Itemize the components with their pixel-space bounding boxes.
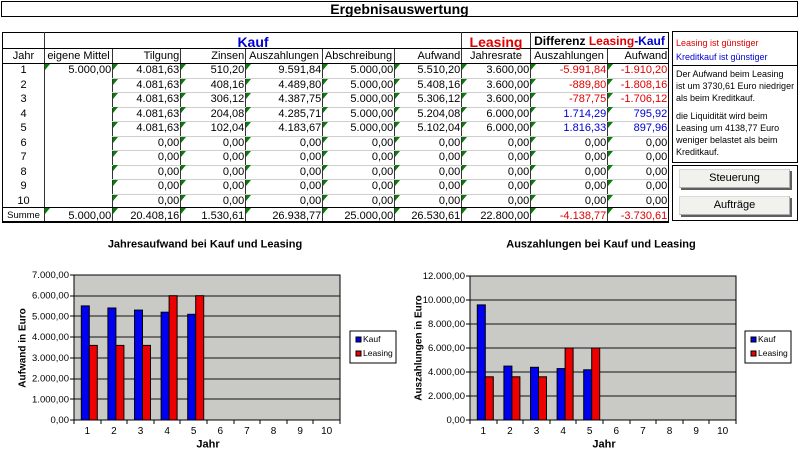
svg-text:9: 9 (693, 426, 699, 437)
svg-text:10: 10 (321, 426, 333, 437)
svg-text:6.000,00: 6.000,00 (32, 291, 69, 302)
svg-text:Jahr: Jahr (196, 439, 220, 451)
svg-text:5.000,00: 5.000,00 (32, 311, 69, 322)
svg-text:3.000,00: 3.000,00 (32, 353, 69, 364)
svg-text:4: 4 (164, 426, 170, 437)
svg-text:Jahresaufwand bei Kauf und Lea: Jahresaufwand bei Kauf und Leasing (108, 239, 302, 251)
svg-text:1.000,00: 1.000,00 (32, 394, 69, 405)
svg-text:7: 7 (244, 426, 250, 437)
svg-text:9: 9 (297, 426, 303, 437)
svg-text:8: 8 (271, 426, 277, 437)
svg-text:0,00: 0,00 (51, 415, 70, 426)
svg-text:Jahr: Jahr (592, 439, 616, 451)
svg-text:Auszahlungen bei Kauf und Leas: Auszahlungen bei Kauf und Leasing (506, 239, 695, 251)
svg-text:2.000,00: 2.000,00 (32, 374, 69, 385)
svg-text:Kauf: Kauf (363, 334, 381, 344)
svg-text:2: 2 (111, 426, 117, 437)
svg-text:3: 3 (534, 426, 540, 437)
svg-text:6: 6 (218, 426, 224, 437)
svg-text:4.000,00: 4.000,00 (32, 332, 69, 343)
svg-text:4.000,00: 4.000,00 (428, 367, 465, 378)
svg-text:Leasing: Leasing (758, 348, 788, 358)
svg-text:0,00: 0,00 (447, 415, 466, 426)
svg-text:6: 6 (614, 426, 620, 437)
svg-text:2.000,00: 2.000,00 (428, 391, 465, 402)
svg-text:1: 1 (85, 426, 91, 437)
svg-text:Aufwand in Euro: Aufwand in Euro (18, 308, 29, 387)
svg-text:4: 4 (560, 426, 566, 437)
svg-text:3: 3 (138, 426, 144, 437)
svg-text:1: 1 (481, 426, 487, 437)
svg-text:7.000,00: 7.000,00 (32, 270, 69, 281)
svg-text:6.000,00: 6.000,00 (428, 343, 465, 354)
svg-text:Auszahlungen in Euro: Auszahlungen in Euro (414, 295, 425, 401)
svg-text:Leasing: Leasing (363, 348, 393, 358)
svg-text:8: 8 (667, 426, 673, 437)
svg-text:10: 10 (717, 426, 729, 437)
svg-text:5: 5 (587, 426, 593, 437)
svg-text:2: 2 (507, 426, 513, 437)
svg-text:5: 5 (191, 426, 197, 437)
svg-text:8.000,00: 8.000,00 (428, 319, 465, 330)
svg-text:12.000,00: 12.000,00 (423, 271, 465, 282)
svg-text:10.000,00: 10.000,00 (423, 295, 465, 306)
svg-text:Kauf: Kauf (758, 334, 776, 344)
svg-text:7: 7 (640, 426, 646, 437)
